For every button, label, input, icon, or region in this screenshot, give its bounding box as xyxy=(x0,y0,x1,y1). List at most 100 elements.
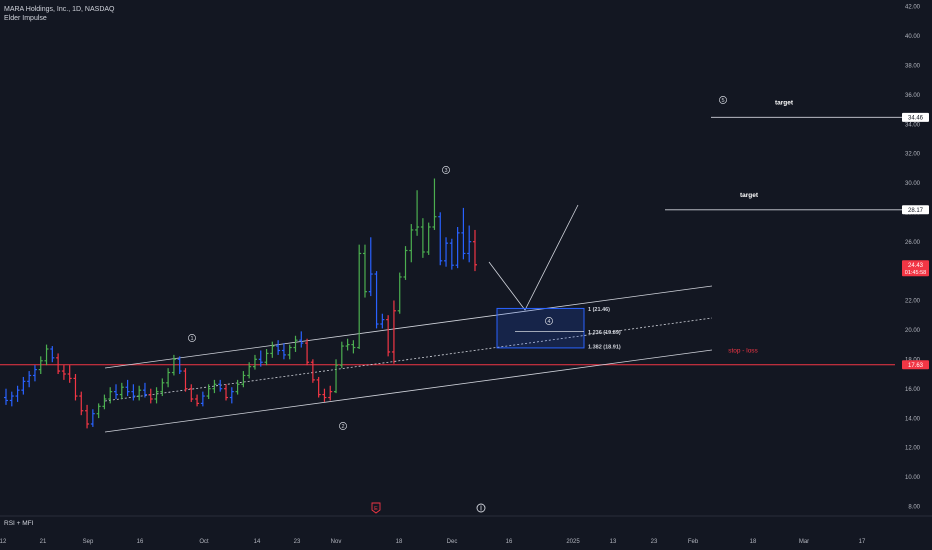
ohlc-bar xyxy=(420,218,425,258)
wave-label-5: 5 xyxy=(721,98,724,104)
price-tick-label: 16.00 xyxy=(905,387,921,393)
ohlc-bar xyxy=(212,379,217,394)
ohlc-bar xyxy=(148,388,153,404)
ohlc-bar xyxy=(235,379,240,395)
ohlc-bar xyxy=(85,404,90,429)
stop-loss-label: stop - loss xyxy=(728,348,758,355)
ohlc-bar xyxy=(415,190,420,236)
price-tick-label: 32.00 xyxy=(905,152,921,158)
ohlc-bar xyxy=(293,335,298,352)
ohlc-bar xyxy=(166,368,171,388)
time-tick-label: 16 xyxy=(137,539,144,545)
wave-annotations: 1 2 3 4 5 1 (21.46) 1.236 (19.89) 1.382 (18.91)… xyxy=(188,96,794,514)
chart-header: MARA Holdings, Inc., 1D, NASDAQ Elder Im… xyxy=(4,5,114,23)
price-axis: 42.0040.0038.0036.0034.0032.0030.0028.00… xyxy=(902,5,929,511)
ohlc-bar xyxy=(177,356,182,374)
ohlc-bar xyxy=(102,394,107,410)
wave-label-2: 2 xyxy=(341,424,344,430)
ohlc-bar xyxy=(426,222,431,255)
ohlc-bar xyxy=(386,315,391,357)
time-tick-label: 13 xyxy=(610,539,617,545)
channel-lower-line xyxy=(104,349,713,433)
ohlc-bar xyxy=(108,387,113,404)
time-tick-label: 2025 xyxy=(566,539,580,545)
time-tick-label: 14 xyxy=(254,539,261,545)
price-tick-label: 12.00 xyxy=(905,446,921,452)
ohlc-bar xyxy=(345,338,350,351)
fib-level-label: 1.382 (18.91) xyxy=(588,344,621,350)
ohlc-bar xyxy=(362,244,367,298)
ohlc-bar xyxy=(281,343,286,360)
ohlc-bar xyxy=(339,341,344,369)
ohlc-bar xyxy=(15,385,20,402)
earnings-marker-label: E xyxy=(374,506,378,512)
price-tag-label: 34.46 xyxy=(908,116,924,122)
ohlc-bar xyxy=(142,382,147,398)
ohlc-bar xyxy=(316,376,321,398)
price-tag-box xyxy=(902,205,929,215)
price-tag-label: 24.43 xyxy=(908,263,924,269)
ohlc-bar xyxy=(438,212,443,266)
ohlc-bar xyxy=(90,409,95,427)
target-label-upper: target xyxy=(775,99,794,106)
wave-label-circle-2 xyxy=(339,422,347,430)
price-tick-label: 38.00 xyxy=(905,64,921,70)
price-tick-label: 10.00 xyxy=(905,475,921,481)
ohlc-bar xyxy=(229,387,234,404)
price-channel xyxy=(0,116,905,433)
ohlc-bar xyxy=(200,391,205,407)
time-tick-label: 23 xyxy=(651,539,658,545)
fib-level-label: 1.236 (19.89) xyxy=(588,330,621,336)
price-tick-label: 30.00 xyxy=(905,181,921,187)
time-tick-label: 21 xyxy=(40,539,47,545)
rsi-pane-label[interactable]: RSI + MFI xyxy=(4,520,34,527)
ohlc-bar xyxy=(189,384,194,402)
ohlc-bar xyxy=(131,384,136,401)
ohlc-bar xyxy=(374,271,379,329)
ohlc-bar xyxy=(73,374,78,401)
ohlc-bar xyxy=(195,394,200,407)
symbol-title[interactable]: MARA Holdings, Inc., 1D, NASDAQ xyxy=(4,6,115,13)
price-tag: 28.17 xyxy=(902,205,929,215)
price-tick-label: 26.00 xyxy=(905,240,921,246)
ohlc-bar xyxy=(218,379,223,392)
wave-label-4: 4 xyxy=(547,319,550,325)
ohlc-bar xyxy=(183,368,188,392)
price-tick-label: 42.00 xyxy=(905,5,921,11)
time-tick-label: 17 xyxy=(859,539,866,545)
fib-target-box xyxy=(496,307,585,349)
ohlc-bar xyxy=(252,354,257,370)
indicator-name[interactable]: Elder Impulse xyxy=(4,15,47,22)
time-tick-label: 18 xyxy=(396,539,403,545)
ohlc-bar xyxy=(154,387,159,404)
wave-label-1: 1 xyxy=(190,336,193,342)
time-tick-label: 18 xyxy=(750,539,757,545)
ohlc-bar xyxy=(351,340,356,354)
ohlc-bar xyxy=(322,388,327,402)
ohlc-bar xyxy=(310,359,315,383)
projection-path xyxy=(488,204,579,311)
ohlc-bar xyxy=(96,403,101,419)
time-tick-label: Nov xyxy=(331,539,342,545)
ohlc-bar xyxy=(467,225,472,263)
ohlc-bar xyxy=(444,237,449,267)
time-tick-label: Dec xyxy=(447,539,458,545)
ohlc-bar xyxy=(258,350,263,367)
ohlc-bar xyxy=(334,359,339,394)
price-tag-box xyxy=(902,260,929,277)
ohlc-bar xyxy=(432,178,437,230)
ohlc-bar xyxy=(171,354,176,376)
ohlc-bar xyxy=(114,384,119,399)
ohlc-bar xyxy=(224,384,229,401)
wave-label-circle-5 xyxy=(719,96,727,104)
price-tick-label: 8.00 xyxy=(908,505,920,511)
dividend-icon xyxy=(476,503,486,513)
ohlc-bar xyxy=(61,365,66,380)
ohlc-bar xyxy=(119,382,124,399)
ohlc-bar xyxy=(206,384,211,399)
ohlc-bar xyxy=(264,349,269,366)
ohlc-bar xyxy=(38,356,43,374)
ohlc-bar xyxy=(449,238,454,270)
